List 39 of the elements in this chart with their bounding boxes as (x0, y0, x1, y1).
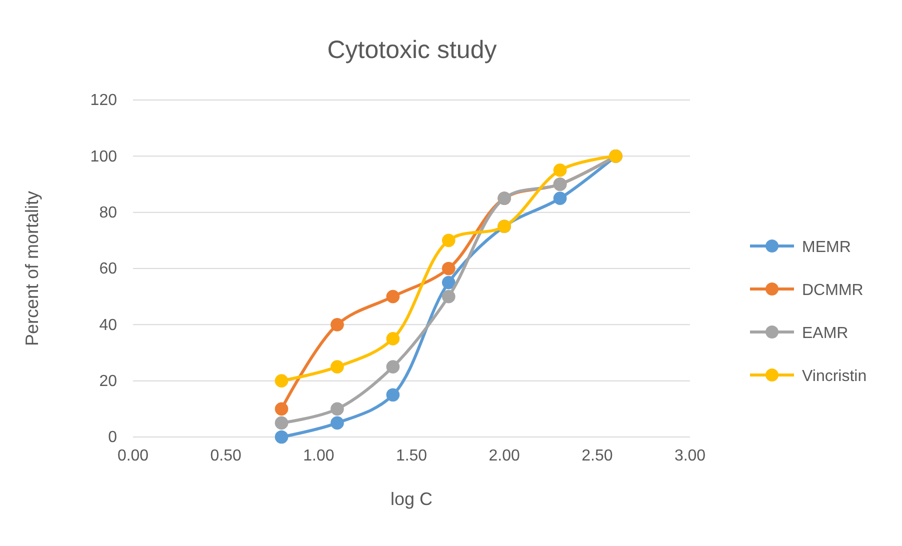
point (274, 416, 288, 430)
point (274, 430, 288, 444)
point (330, 416, 344, 430)
point (386, 388, 400, 402)
point (442, 290, 456, 304)
point (553, 164, 567, 177)
y-axis-title: Percent of mortality (22, 190, 42, 346)
point (442, 262, 456, 276)
point (330, 402, 344, 416)
y-tick-label: 0 (108, 429, 118, 446)
x-tick-label: 2.50 (582, 447, 613, 464)
x-axis-title: log C (390, 489, 433, 509)
y-tick-label: 80 (99, 204, 118, 222)
chart-title: Cytotoxic study (327, 36, 498, 64)
point (386, 360, 400, 374)
y-tick-label: 120 (90, 92, 118, 110)
legend-label: EAMR (802, 325, 848, 342)
legend-label: Vincristin (802, 368, 867, 385)
x-tick-label: 2.00 (488, 447, 520, 464)
point (274, 374, 288, 388)
point (330, 360, 344, 374)
y-tick-label: 100 (90, 148, 118, 166)
y-tick-label: 20 (99, 372, 118, 390)
point (442, 234, 456, 248)
x-tick-label: 0.00 (117, 447, 149, 464)
point (442, 276, 456, 290)
point (553, 192, 567, 205)
point (330, 318, 344, 332)
y-tick-label: 60 (99, 260, 118, 278)
x-tick-label: 3.00 (674, 447, 706, 464)
x-tick-label: 1.00 (303, 447, 334, 464)
point (386, 332, 400, 346)
point (274, 402, 288, 416)
y-tick-label: 40 (99, 316, 118, 334)
legend-label: MEMR (802, 239, 851, 256)
legend-label: DCMMR (802, 282, 864, 299)
x-tick-label: 1.50 (396, 447, 428, 464)
point (386, 290, 400, 304)
x-tick-label: 0.50 (210, 447, 242, 464)
